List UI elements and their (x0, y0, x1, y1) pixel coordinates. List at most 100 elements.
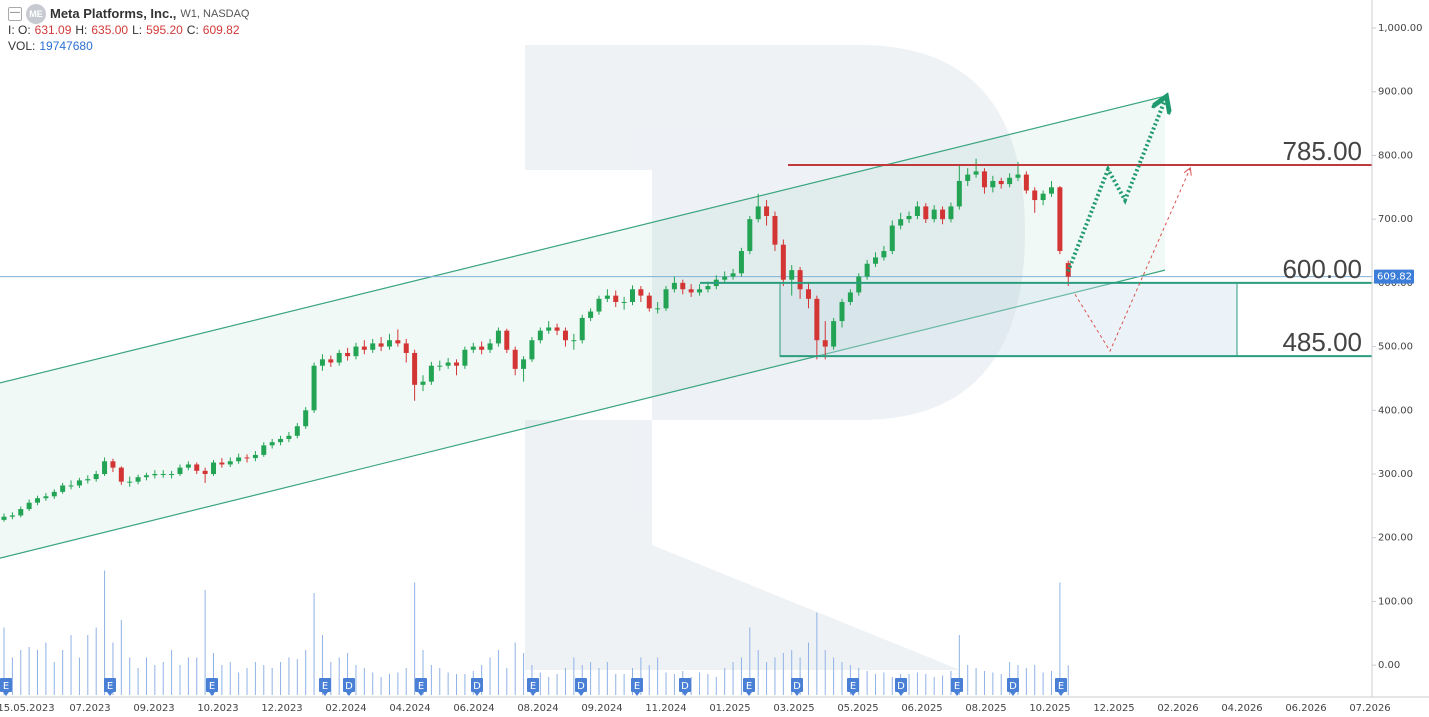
event-pointer (954, 692, 960, 696)
candle-body (546, 327, 552, 331)
candle-body (185, 464, 191, 468)
candle-body (571, 340, 577, 342)
event-label: D (577, 681, 585, 692)
symbol-icon: ME (26, 4, 46, 24)
candle-body (638, 289, 644, 296)
candle-body (85, 479, 91, 481)
candle-body (177, 467, 183, 475)
candle-body (152, 474, 158, 476)
candle-body (462, 349, 468, 366)
candle-body (604, 295, 610, 299)
candle-body (814, 298, 820, 341)
current-price-box (1374, 269, 1414, 284)
candle-body (51, 491, 57, 497)
candle-body (655, 308, 661, 310)
x-tick-label: 02.2026 (1157, 703, 1198, 714)
candle-body (504, 330, 510, 350)
event-marker (206, 678, 218, 692)
event-pointer (850, 692, 856, 696)
event-pointer (1058, 692, 1064, 696)
candle-body (278, 438, 284, 443)
event-marker (1007, 678, 1019, 692)
x-tick-label: 12.2023 (261, 703, 302, 714)
candle-body (671, 282, 677, 290)
level-label: 600.00 (1282, 254, 1362, 284)
current-price-label: 609.82 (1377, 272, 1412, 283)
event-label: E (746, 681, 752, 692)
x-tick-label: 04.2024 (389, 703, 430, 714)
event-pointer (794, 692, 800, 696)
candle-body (998, 180, 1004, 185)
event-pointer (209, 692, 215, 696)
candle-body (646, 295, 652, 309)
x-tick-label: 02.2024 (325, 703, 366, 714)
event-pointer (898, 692, 904, 696)
level-label: 785.00 (1282, 136, 1362, 166)
candle-body (35, 498, 41, 503)
x-tick-label: 10.2023 (197, 703, 238, 714)
candle-body (420, 381, 426, 385)
candle-body (621, 301, 627, 303)
candle-body (789, 270, 795, 280)
x-tick-label: 03.2025 (773, 703, 814, 714)
candle-body (202, 470, 208, 475)
candle-body (948, 206, 954, 220)
candle-body (1023, 174, 1029, 191)
x-tick-label: 09.2024 (581, 703, 622, 714)
event-label: E (3, 681, 9, 692)
event-marker (0, 678, 12, 692)
event-label: E (1058, 681, 1064, 692)
y-tick-label: 200.00 (1378, 533, 1413, 544)
candle-body (688, 289, 694, 293)
candle-body (361, 346, 367, 350)
candle-body (43, 496, 49, 499)
event-marker (319, 678, 331, 692)
event-marker (895, 678, 907, 692)
support-zone (779, 282, 1238, 357)
candle-body (898, 219, 904, 226)
interval: W1, NASDAQ (180, 8, 250, 20)
candle-body (194, 464, 200, 471)
ohlc-label: L: (132, 23, 143, 37)
candle-body (60, 485, 66, 492)
candle-body (831, 321, 837, 347)
candle-body (294, 426, 300, 436)
candle-body (764, 206, 770, 216)
event-marker (743, 678, 755, 692)
event-marker (847, 678, 859, 692)
candle-body (613, 295, 619, 302)
event-marker (415, 678, 427, 692)
candle-body (973, 171, 979, 175)
event-pointer (418, 692, 424, 696)
candle-body (252, 454, 258, 459)
symbol-header: — ME Meta Platforms, Inc., W1, NASDAQ I:… (8, 4, 250, 54)
forecast-alternative (1074, 169, 1190, 353)
event-marker (575, 678, 587, 692)
candle-body (847, 292, 853, 302)
candle-body (990, 180, 996, 188)
event-label: D (897, 681, 905, 692)
collapse-button[interactable]: — (8, 7, 22, 21)
candle-body (1032, 190, 1038, 201)
candle-body (495, 330, 501, 344)
candle-body (529, 340, 535, 360)
candle-body (722, 276, 728, 280)
candle-body (286, 435, 292, 439)
candle-body (160, 474, 166, 476)
event-marker (343, 678, 355, 692)
candle-body (780, 244, 786, 280)
event-label: D (793, 681, 801, 692)
ohlc-label: H: (75, 23, 88, 37)
candle-body (102, 461, 108, 475)
event-marker (679, 678, 691, 692)
candle-body (772, 215, 778, 245)
candle-body (873, 257, 879, 264)
candle-body (630, 289, 635, 302)
candle-body (93, 474, 99, 480)
candle-body (906, 215, 912, 220)
candle-body (797, 270, 803, 290)
x-tick-label: 07.2026 (1349, 703, 1390, 714)
candle-body (345, 352, 351, 357)
candle-body (395, 340, 401, 344)
